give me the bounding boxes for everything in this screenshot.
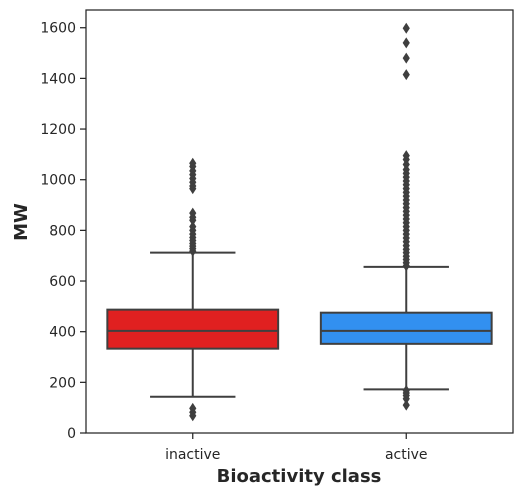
y-tick-label: 200 xyxy=(49,375,76,391)
outlier-point-active xyxy=(402,384,410,396)
box-inactive xyxy=(106,251,280,398)
y-tick-label: 800 xyxy=(49,223,76,239)
y-axis-title: MW xyxy=(11,203,32,241)
x-axis: inactive active xyxy=(165,433,428,463)
y-tick-label: 1000 xyxy=(40,173,76,189)
outliers-layer xyxy=(189,22,410,422)
x-axis-title: Bioactivity class xyxy=(217,466,382,487)
outlier-point-active xyxy=(402,22,410,34)
plot-frame xyxy=(85,9,514,434)
y-tick-label: 400 xyxy=(49,325,76,341)
outlier-point-inactive xyxy=(189,207,197,219)
outlier-point-active xyxy=(402,399,410,411)
outlier-point-active xyxy=(402,52,410,64)
y-tick-label: 600 xyxy=(49,274,76,290)
iqr-box-inactive xyxy=(106,308,280,350)
y-tick-label: 1600 xyxy=(40,21,76,37)
box-active xyxy=(319,265,493,391)
x-tick-label-inactive: inactive xyxy=(165,447,220,463)
y-tick-label: 1400 xyxy=(40,71,76,87)
outlier-point-active xyxy=(402,150,410,162)
y-tick-label: 0 xyxy=(67,426,76,442)
outlier-point-inactive xyxy=(189,221,197,233)
outlier-point-inactive xyxy=(189,402,197,414)
outlier-point-active xyxy=(402,69,410,81)
y-tick-label: 1200 xyxy=(40,122,76,138)
outlier-point-inactive xyxy=(189,157,197,169)
iqr-box-active xyxy=(319,311,493,345)
x-tick-label-active: active xyxy=(385,447,428,463)
boxes-layer xyxy=(106,251,493,398)
outlier-point-active xyxy=(402,37,410,49)
y-axis: 0 200 400 600 800 1000 1200 1400 1600 xyxy=(40,21,86,442)
